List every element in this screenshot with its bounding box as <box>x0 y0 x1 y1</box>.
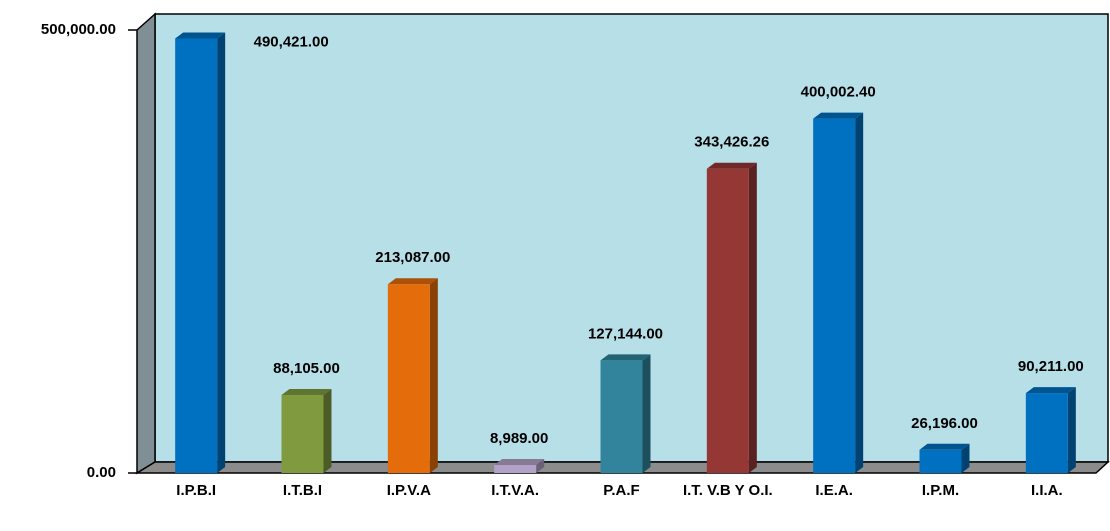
bar-side <box>323 388 332 473</box>
bar <box>1025 393 1068 473</box>
value-label: 343,426.26 <box>694 134 769 151</box>
side-wall <box>136 12 156 475</box>
y-tick-label: 0.00 <box>87 464 116 481</box>
bar-top <box>919 443 970 450</box>
bar <box>813 118 856 473</box>
bar-side <box>642 354 651 473</box>
x-tick-label: I.P.V.A <box>386 482 431 499</box>
value-label: 88,105.00 <box>273 360 340 377</box>
bar-side <box>429 278 438 473</box>
bar-side <box>536 459 545 473</box>
bar-top <box>175 32 226 39</box>
bar-top <box>281 388 332 395</box>
bar <box>600 360 643 473</box>
bar <box>175 38 218 473</box>
value-label: 213,087.00 <box>375 249 450 266</box>
bar-top <box>813 112 864 119</box>
x-tick-label: P.A.F <box>603 482 640 499</box>
bar-top <box>387 278 438 285</box>
value-label: 490,421.00 <box>254 33 329 50</box>
x-tick-label: I.T.V.A. <box>491 482 540 499</box>
value-label: 8,989.00 <box>490 430 548 447</box>
bar-top <box>1025 387 1076 394</box>
x-tick-label: I.P.M. <box>921 482 960 499</box>
bar <box>494 465 537 473</box>
y-tick-label: 500,000.00 <box>41 21 116 38</box>
x-tick-label: I.P.B.I <box>176 482 217 499</box>
bar-top <box>600 354 651 361</box>
bar-side <box>748 162 757 473</box>
bar-side <box>961 443 970 473</box>
value-label: 127,144.00 <box>588 325 663 342</box>
value-label: 400,002.40 <box>801 84 876 101</box>
bar <box>919 449 962 473</box>
bar <box>281 394 324 473</box>
bar-side <box>855 112 864 473</box>
bar-top <box>706 162 757 169</box>
x-tick-label: I.T.B.I <box>282 482 323 499</box>
x-tick-label: I.T. V.B Y O.I. <box>682 482 773 499</box>
bar <box>387 284 430 473</box>
bar-side <box>1067 387 1076 473</box>
bar-side <box>217 32 226 473</box>
value-label: 26,196.00 <box>911 415 978 432</box>
value-label: 90,211.00 <box>1018 358 1084 375</box>
x-tick-label: I.I.A. <box>1030 482 1063 499</box>
bar-top <box>494 459 545 466</box>
x-tick-label: I.E.A. <box>815 482 853 499</box>
bar <box>706 168 749 473</box>
